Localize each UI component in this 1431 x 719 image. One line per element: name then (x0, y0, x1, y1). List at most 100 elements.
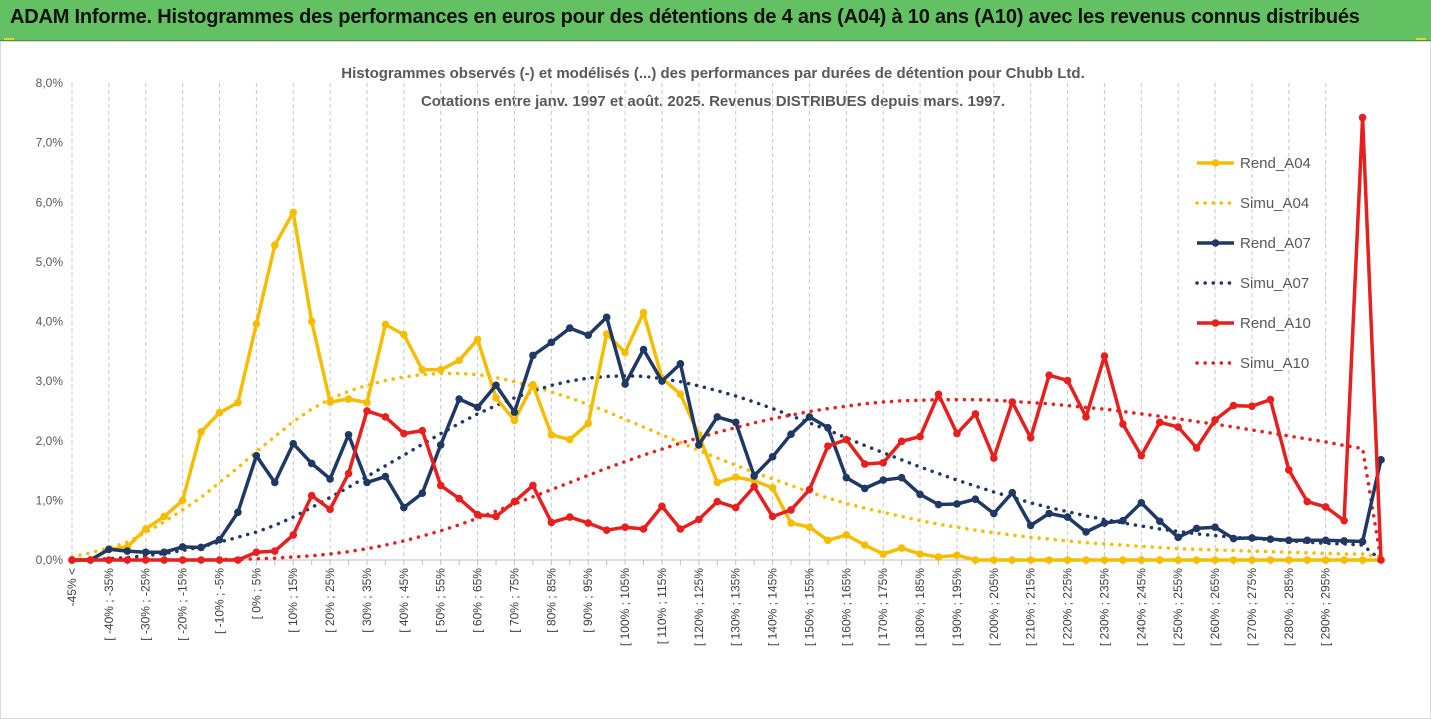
data-point-rend_a10 (68, 556, 76, 564)
data-point-rend_a04 (271, 241, 279, 249)
y-axis: 0,0% 1,0% 2,0% 3,0% 4,0% 5,0% 6,0% 7,0% 8,0% (36, 76, 64, 567)
data-point-rend_a07 (1248, 534, 1256, 542)
data-point-rend_a04 (1100, 556, 1109, 564)
data-point-rend_a07 (1155, 517, 1164, 526)
data-point-rend_a07 (473, 403, 482, 412)
x-tick-label: [ 230% ; 235% (1097, 568, 1111, 646)
report-header: ADAM Informe. Histogrammes des performan… (0, 0, 1431, 41)
data-point-rend_a10 (1063, 376, 1072, 385)
y-tick-label: 0,0% (36, 553, 64, 567)
data-point-rend_a10 (289, 531, 298, 539)
data-point-rend_a10 (1045, 371, 1053, 379)
data-point-rend_a10 (1082, 413, 1090, 421)
data-point-rend_a10 (971, 410, 980, 418)
data-point-rend_a10 (731, 503, 740, 512)
data-point-rend_a04 (897, 544, 906, 552)
data-point-rend_a07 (271, 478, 279, 487)
x-tick-label: [ 270% ; 275% (1245, 568, 1259, 646)
data-point-rend_a10 (1285, 466, 1293, 474)
data-point-rend_a07 (105, 545, 113, 554)
data-point-rend_a10 (1229, 401, 1238, 410)
plot-area (68, 113, 1385, 564)
data-point-rend_a07 (824, 423, 832, 432)
data-point-rend_a04 (971, 556, 980, 564)
data-point-rend_a07 (842, 473, 851, 482)
data-point-rend_a04 (252, 320, 261, 328)
data-point-rend_a10 (879, 459, 888, 467)
x-tick-label: [ -20% ; -15% (176, 568, 190, 641)
x-tick-label: [ -30% ; -25% (139, 568, 153, 641)
data-point-rend_a10 (1340, 516, 1348, 525)
x-tick-label: [ 120% ; 125% (692, 568, 706, 646)
data-point-rend_a04 (860, 541, 869, 549)
data-point-rend_a10 (141, 556, 150, 564)
data-point-rend_a04 (1285, 556, 1293, 564)
data-point-rend_a04 (197, 428, 205, 436)
legend-marker-rend_a04 (1211, 159, 1220, 167)
data-point-rend_a04 (1082, 556, 1090, 564)
data-point-rend_a07 (1229, 534, 1238, 543)
data-point-rend_a10 (1303, 497, 1312, 506)
data-point-rend_a07 (971, 495, 980, 503)
data-point-rend_a10 (676, 525, 685, 533)
y-tick-label: 3,0% (36, 374, 64, 388)
data-point-rend_a07 (1174, 533, 1182, 542)
data-point-rend_a10 (768, 512, 777, 521)
data-point-rend_a07 (731, 418, 740, 427)
data-point-rend_a04 (1045, 556, 1053, 564)
data-point-rend_a10 (492, 512, 500, 521)
y-tick-label: 6,0% (36, 195, 64, 209)
data-point-rend_a10 (750, 482, 758, 491)
x-tick-label: [ 260% ; 265% (1208, 568, 1222, 646)
report-title: ADAM Informe. Histogrammes des performan… (10, 6, 1360, 28)
data-point-rend_a10 (271, 547, 279, 555)
data-point-rend_a07 (492, 381, 500, 390)
data-point-rend_a04 (1321, 556, 1330, 564)
data-point-rend_a10 (547, 518, 556, 527)
x-tick-label: [ 150% ; 155% (802, 568, 816, 646)
data-point-rend_a07 (639, 345, 648, 354)
corner-mark-top-right (1416, 38, 1426, 40)
data-point-rend_a07 (1063, 513, 1072, 521)
data-point-rend_a04 (473, 335, 482, 344)
data-point-rend_a10 (658, 502, 666, 511)
legend-label-rend_a10: Rend_A10 (1240, 315, 1311, 332)
y-tick-label: 5,0% (36, 255, 64, 269)
data-point-rend_a10 (1266, 395, 1275, 404)
data-point-rend_a10 (602, 526, 611, 534)
data-point-rend_a04 (916, 550, 924, 558)
x-tick-label: [ 290% ; 295% (1319, 568, 1333, 646)
y-tick-label: 8,0% (36, 76, 64, 90)
data-point-rend_a07 (990, 509, 998, 518)
x-tick-label: [ 190% ; 195% (950, 568, 964, 646)
data-point-rend_a07 (123, 547, 132, 555)
data-point-rend_a07 (860, 484, 869, 493)
data-point-rend_a07 (455, 395, 463, 403)
data-point-rend_a04 (492, 394, 500, 402)
data-point-rend_a10 (953, 429, 961, 438)
data-point-rend_a10 (473, 510, 482, 519)
data-point-rend_a10 (1358, 113, 1367, 122)
x-tick-label: [ 280% ; 285% (1282, 568, 1296, 646)
data-point-rend_a10 (344, 469, 353, 478)
chart-title-line-1: Histogrammes observés (-) et modélisés (… (341, 65, 1084, 82)
data-point-rend_a10 (1248, 402, 1256, 410)
x-tick-label: [ 130% ; 135% (729, 568, 743, 646)
x-axis: -45% < [ -40% ; -35% [ -30% ; -25% [ -20% ;… (65, 559, 1382, 646)
data-point-rend_a04 (234, 398, 242, 407)
data-point-rend_a04 (178, 496, 187, 505)
data-point-rend_a07 (565, 324, 574, 332)
data-point-rend_a07 (953, 500, 961, 508)
chart-title-line-2: Cotations entre janv. 1997 et août. 2025… (421, 93, 1005, 110)
data-point-rend_a07 (1119, 516, 1127, 525)
data-point-rend_a04 (307, 317, 316, 326)
data-point-rend_a07 (805, 413, 814, 421)
data-point-rend_a10 (86, 556, 95, 564)
data-point-rend_a10 (860, 460, 869, 468)
data-point-rend_a07 (658, 377, 666, 385)
data-point-rend_a10 (1026, 433, 1035, 442)
data-point-rend_a10 (1008, 398, 1017, 406)
data-point-rend_a04 (510, 416, 519, 425)
data-point-rend_a04 (1008, 556, 1017, 564)
data-point-rend_a04 (639, 308, 648, 317)
